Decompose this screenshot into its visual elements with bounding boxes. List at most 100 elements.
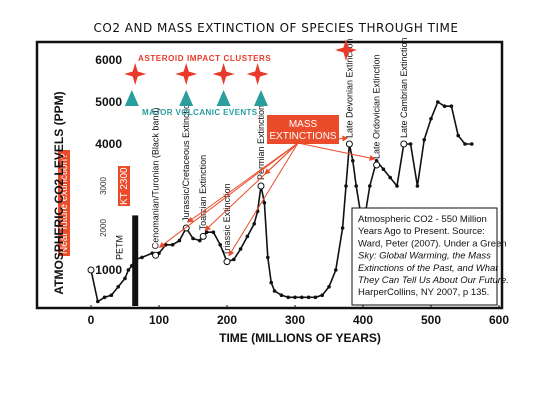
x-tick-label: 600 <box>489 313 509 327</box>
source-line: Years Ago to Present. Source: <box>358 226 485 237</box>
volcanic-triangle-icon <box>179 90 194 106</box>
co2-point <box>279 293 284 298</box>
co2-point <box>293 295 297 300</box>
co2-point <box>238 247 243 251</box>
event-marker <box>257 182 265 190</box>
callout-arrow <box>187 142 299 223</box>
event-marker <box>345 140 353 148</box>
asteroid-star-icon <box>175 63 198 85</box>
volcanic-triangle-icon <box>124 90 139 106</box>
kt-label: KT 2300 ppm <box>119 145 130 205</box>
present-marker <box>87 266 95 274</box>
co2-point <box>272 289 277 293</box>
co2-point <box>436 100 440 104</box>
co2-point <box>300 295 304 300</box>
x-tick-label: 400 <box>353 313 373 327</box>
near-future-label: Near future extinction? <box>59 153 70 254</box>
co2-point <box>470 142 474 146</box>
callout-arrow <box>297 135 349 144</box>
co2-point <box>306 295 311 300</box>
mass-extinctions-line2: EXTINCTIONS <box>269 131 337 142</box>
co2-point <box>211 230 216 234</box>
co2-point <box>334 268 338 272</box>
co2-point <box>123 276 127 281</box>
source-line: Ward, Peter (2007). Under a Green <box>358 238 507 249</box>
co2-point <box>368 184 372 188</box>
co2-point <box>191 236 195 241</box>
co2-point <box>252 222 256 226</box>
markers-layer <box>124 39 357 106</box>
co2-point <box>388 175 393 180</box>
co2-point <box>232 257 236 262</box>
source-box <box>351 207 498 306</box>
event-marker <box>400 140 408 148</box>
y-tick-label: 6000 <box>95 53 122 67</box>
co2-point <box>415 184 420 188</box>
volcanic-triangle-icon <box>254 90 268 106</box>
event-marker <box>152 251 160 259</box>
co2-point <box>245 234 250 239</box>
kt-box <box>118 166 130 206</box>
y-tick-label-small: 2000 <box>99 219 108 237</box>
event-label: Permian Extinction <box>256 105 266 180</box>
axes: 0 100 200 300 400 500 600 1000 2000 3000 4000 5000 6… <box>88 53 510 327</box>
event-label: Jurassic/Cretaceous Extinction <box>181 99 191 222</box>
y-tick-label: 1000 <box>95 263 122 277</box>
event-marker <box>373 161 381 169</box>
co2-point <box>96 299 100 304</box>
event-label: Toarcian Extinction <box>198 155 208 231</box>
co2-point <box>140 255 144 260</box>
co2-point <box>381 167 386 171</box>
asteroid-star-icon <box>335 39 357 61</box>
co2-point <box>286 295 291 300</box>
co2-point <box>313 295 318 300</box>
y-tick-label: 4000 <box>95 137 122 151</box>
event-label: Late Ordovician Extinction <box>372 54 382 159</box>
y-axis-label: ATMOSPHERIC CO2 LEVELS (PPM) <box>52 91 66 294</box>
co2-point <box>456 133 461 138</box>
x-tick-label: 500 <box>421 313 441 327</box>
co2-point <box>170 243 175 247</box>
event-label: Triassic Extinction <box>222 183 232 255</box>
asteroid-star-icon <box>246 63 269 85</box>
volcanic-triangle-icon <box>216 90 231 106</box>
co2-point <box>340 226 345 230</box>
x-tick-label: 0 <box>88 313 95 327</box>
co2-point <box>320 293 325 298</box>
co2-point <box>266 255 270 260</box>
x-tick-label: 300 <box>285 313 305 327</box>
kt-bar <box>132 215 139 306</box>
co2-point <box>354 184 359 188</box>
mass-extinctions-line1: MASS <box>289 119 318 130</box>
co2-point <box>429 117 433 121</box>
event-label: Cenomanian/Turonian (Black band) <box>151 108 161 250</box>
source-line: Extinctions of the Past, and What <box>358 263 498 274</box>
callout-arrow <box>228 142 299 257</box>
callout-arrows <box>158 135 376 257</box>
co2-point <box>102 295 107 300</box>
co2-point <box>126 268 131 272</box>
co2-point <box>204 230 209 234</box>
co2-point <box>262 201 267 205</box>
near-future-box <box>58 150 70 256</box>
co2-point <box>198 238 202 243</box>
co2-point <box>422 138 427 142</box>
co2-point <box>218 243 222 247</box>
co2-point <box>442 104 447 108</box>
y-tick-label-small: 3000 <box>99 177 108 195</box>
events-layer: Cenomanian/Turonian (Black band) Jurassic… <box>87 37 409 274</box>
callout-arrow <box>297 142 376 161</box>
petm-label: PETM <box>114 235 124 260</box>
source-line: Sky: Global Warming, the Mass <box>358 251 491 262</box>
co2-point <box>449 104 454 108</box>
co2-point <box>344 184 348 188</box>
asteroid-star-icon <box>212 63 235 85</box>
mass-extinctions-box <box>267 115 339 144</box>
source-line: They Can Tell Us About Our Future. <box>358 275 509 286</box>
callout-arrow <box>264 142 299 175</box>
x-axis-label: TIME (MILLIONS OF YEARS) <box>219 331 381 345</box>
co2-point <box>395 184 399 188</box>
event-label: Late Devonian Extinction <box>344 38 354 138</box>
